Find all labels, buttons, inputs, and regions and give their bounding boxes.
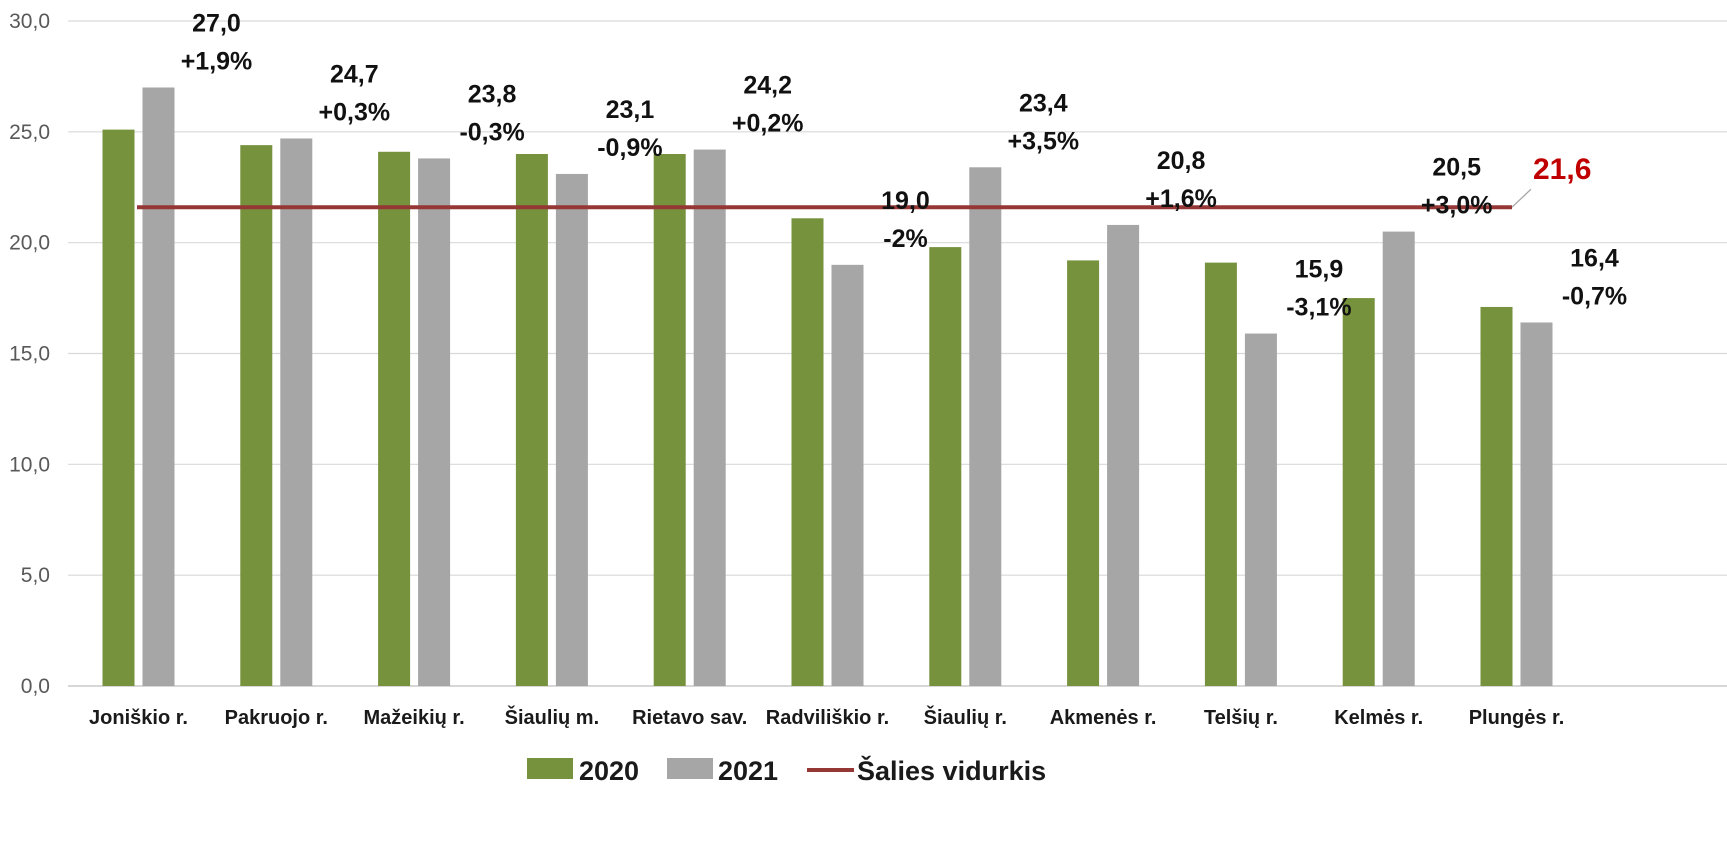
legend: 2020 2021 Šalies vidurkis (527, 755, 1046, 786)
data-label-value: 23,1 (606, 96, 655, 124)
y-tick-label: 10,0 (9, 453, 50, 476)
category-label: Pakruojo r. (225, 707, 328, 729)
bar-2020 (1204, 262, 1237, 686)
data-label-value: 27,0 (192, 10, 241, 38)
category-label: Šiaulių r. (924, 705, 1007, 729)
y-tick-label: 5,0 (21, 564, 50, 587)
data-label-change: -0,7% (1562, 282, 1627, 310)
data-label-change: +0,3% (319, 98, 391, 126)
category-label: Akmenės r. (1050, 707, 1157, 729)
category-label: Kelmės r. (1334, 707, 1423, 729)
data-label-change: -2% (883, 225, 927, 253)
bar-2021 (1382, 231, 1415, 687)
y-tick-label: 30,0 (9, 10, 50, 33)
y-tick-label: 0,0 (21, 675, 50, 698)
bar-2020 (1067, 260, 1100, 686)
data-label-change: +1,9% (181, 48, 253, 76)
data-label-value: 23,8 (468, 80, 517, 108)
data-label-change: +3,0% (1421, 192, 1493, 220)
category-label: Joniškio r. (89, 707, 188, 729)
data-label-change: +1,6% (1145, 185, 1217, 213)
legend-swatch-2021 (667, 758, 713, 779)
legend-label-2021: 2021 (718, 756, 778, 786)
average-label: 21,6 (1533, 153, 1591, 186)
category-label: Plungės r. (1469, 707, 1565, 729)
data-label-change: +3,5% (1008, 127, 1080, 155)
bar-2020 (515, 154, 548, 686)
y-tick-label: 25,0 (9, 121, 50, 144)
bar-2021 (555, 173, 588, 686)
data-label-value: 24,7 (330, 60, 379, 88)
data-label-change: -0,9% (597, 134, 662, 162)
y-axis-ticks: 0,0 5,0 10,0 15,0 20,0 25,0 30,0 (9, 10, 50, 698)
average-line-group: 21,6 (137, 153, 1591, 210)
data-label-value: 15,9 (1295, 256, 1344, 284)
x-axis-categories: Joniškio r. Pakruojo r. Mažeikių r. Šiaulių… (89, 705, 1564, 729)
category-label: Šiaulių m. (505, 705, 599, 729)
data-label-value: 23,4 (1019, 89, 1068, 117)
data-label-value: 24,2 (743, 72, 792, 100)
legend-swatch-2020 (527, 758, 573, 779)
gridlines (68, 20, 1727, 687)
category-label: Mažeikių r. (364, 707, 465, 729)
bar-2020 (791, 218, 824, 687)
bar-2020 (240, 145, 273, 687)
data-label-value: 20,5 (1432, 154, 1481, 182)
category-label: Radviliškio r. (766, 707, 889, 729)
bar-2020 (929, 247, 962, 686)
y-tick-label: 20,0 (9, 232, 50, 255)
data-label-change: -3,1% (1286, 294, 1351, 322)
average-label-leader (1511, 188, 1532, 208)
bar-2021 (142, 87, 175, 686)
legend-label-2020: 2020 (579, 756, 639, 786)
data-label-value: 20,8 (1157, 147, 1206, 175)
data-labels: 27,0 +1,9% 24,7 +0,3% 23,8 -0,3% 23,1 -0,9% 24,2… (181, 10, 1627, 322)
bar-2021 (280, 138, 313, 686)
bar-2020 (378, 151, 411, 687)
data-label-value: 19,0 (881, 187, 930, 215)
bars (102, 87, 1553, 687)
bar-2021 (1107, 224, 1140, 686)
y-tick-label: 15,0 (9, 343, 50, 366)
legend-label-average: Šalies vidurkis (857, 755, 1046, 786)
bar-2020 (102, 129, 135, 686)
data-label-change: -0,3% (459, 118, 524, 146)
bar-2020 (653, 154, 686, 686)
data-label-change: +0,2% (732, 110, 804, 138)
bar-2021 (418, 158, 451, 686)
data-label-value: 16,4 (1570, 244, 1619, 272)
bar-2021 (831, 264, 864, 686)
bar-2021 (969, 167, 1002, 687)
bar-2020 (1342, 298, 1375, 686)
category-label: Telšių r. (1204, 707, 1278, 729)
bar-2021 (1244, 333, 1277, 686)
bar-2020 (1480, 306, 1513, 686)
bar-2021 (1520, 322, 1553, 686)
category-label: Rietavo sav. (632, 707, 747, 729)
bar-2021 (693, 149, 726, 687)
